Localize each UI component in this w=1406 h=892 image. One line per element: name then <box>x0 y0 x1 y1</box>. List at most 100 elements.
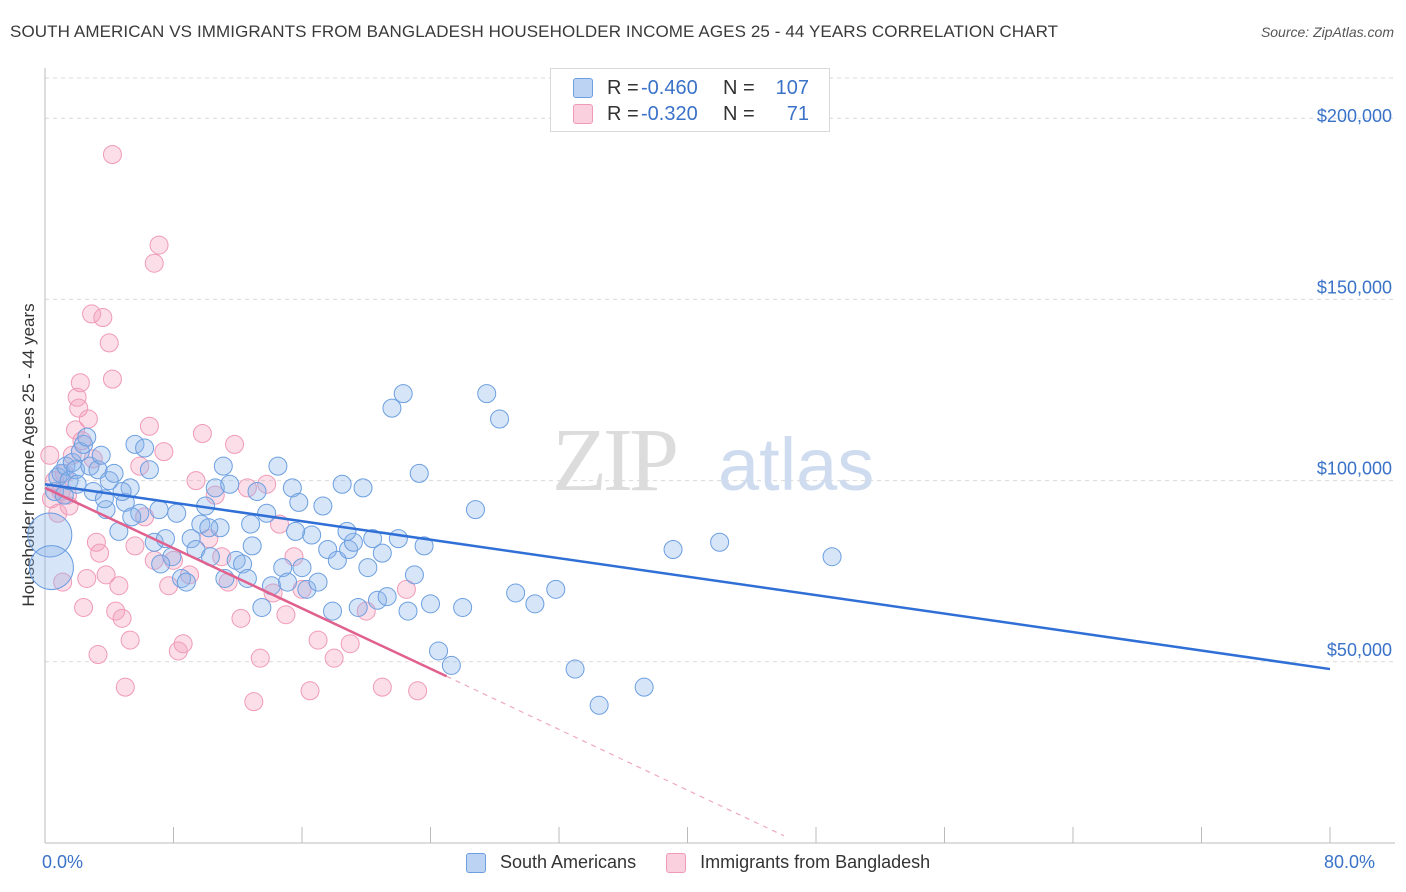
bangladesh-point <box>82 304 102 324</box>
south-american-point <box>91 445 111 465</box>
bangladesh-point <box>340 634 360 654</box>
south-american-point <box>337 521 357 541</box>
south-american-point <box>710 532 730 552</box>
legend-swatch-blue <box>466 852 486 873</box>
south-american-point <box>252 597 272 617</box>
south-american-point <box>308 572 328 592</box>
south-american-point <box>241 514 261 534</box>
bangladesh-point <box>99 333 119 353</box>
legend-item-bangladesh[interactable]: Immigrants from Bangladesh <box>666 852 930 873</box>
y-tick-label: $150,000 <box>1317 277 1392 297</box>
south-american-point <box>181 529 201 549</box>
south-american-point <box>313 496 333 516</box>
south-american-point <box>414 536 434 556</box>
legend-n-value: 71 <box>786 102 809 125</box>
bangladesh-point <box>40 445 60 465</box>
legend-swatch-pink <box>573 104 593 124</box>
south-american-point <box>343 532 363 552</box>
south-american-point <box>151 554 171 574</box>
bangladesh-point <box>96 565 116 585</box>
south-american-point <box>388 529 408 549</box>
bangladesh-point <box>106 601 126 621</box>
bangladesh-point <box>125 536 145 556</box>
south-american-point <box>104 463 124 483</box>
bangladesh-point <box>250 648 270 668</box>
bangladesh-point <box>86 532 106 552</box>
bangladesh-point <box>372 677 392 697</box>
legend-row-south-american: R = -0.460 N = 107 <box>573 77 809 99</box>
south-american-point <box>367 590 387 610</box>
bangladesh-point <box>88 645 108 665</box>
south-american-point <box>565 659 585 679</box>
bangladesh-point <box>154 442 174 462</box>
south-american-point <box>353 478 373 498</box>
source-label: Source: ZipAtlas.com <box>1260 24 1394 40</box>
legend-n-label: N = <box>723 76 755 99</box>
south-american-point <box>278 572 298 592</box>
south-american-point <box>112 481 132 501</box>
x-tick-min: 0.0% <box>42 852 84 872</box>
bangladesh-point <box>186 471 206 491</box>
south-american-point <box>199 518 219 538</box>
bangladesh-point <box>66 420 86 440</box>
south-american-point <box>348 597 368 617</box>
watermark-zip: ZIP <box>552 411 676 510</box>
south-american-point <box>125 434 145 454</box>
bangladesh-point <box>144 253 164 273</box>
south-american-point <box>286 521 306 541</box>
south-american-point <box>282 478 302 498</box>
south-american-point <box>358 558 378 578</box>
bangladesh-point <box>276 605 296 625</box>
south-american-point <box>66 460 86 480</box>
south-american-point <box>268 456 288 476</box>
bangladesh-point <box>102 144 122 164</box>
legend-n-label: N = <box>723 102 755 125</box>
south-american-point <box>589 695 609 715</box>
legend-n-value: 107 <box>775 76 809 99</box>
bangladesh-point <box>77 568 97 588</box>
south-american-point <box>210 518 230 538</box>
south-american-point <box>292 558 312 578</box>
south-american-point <box>149 500 169 520</box>
bangladesh-point <box>244 692 264 712</box>
south-american-point <box>465 500 485 520</box>
south-american-point <box>139 460 159 480</box>
bangladesh-point <box>324 648 344 668</box>
legend-swatch-blue <box>573 78 593 98</box>
south-american-point <box>377 587 397 607</box>
watermark: ZIP atlas <box>552 411 874 510</box>
y-tick-label: $50,000 <box>1327 640 1392 660</box>
bangladesh-point <box>70 373 90 393</box>
south-american-point <box>404 565 424 585</box>
south-american-point <box>393 384 413 404</box>
south-american-point <box>332 474 352 494</box>
legend-row-bangladesh: R = -0.320 N = 71 <box>573 103 809 125</box>
bangladesh-point <box>74 597 94 617</box>
legend-r-value: -0.320 <box>641 102 698 125</box>
bangladesh-point <box>102 369 122 389</box>
bangladesh-point <box>112 608 132 628</box>
legend-item-south-americans[interactable]: South Americans <box>466 852 636 873</box>
bangladesh-trend-line <box>44 486 448 678</box>
legend-label: South Americans <box>500 852 637 872</box>
south-american-point <box>453 597 473 617</box>
y-tick-labels: $50,000 $100,000 $150,000 $200,000 <box>1317 106 1392 660</box>
south-american-point <box>398 601 418 621</box>
south-american-point <box>257 503 277 523</box>
south-american-point <box>663 539 683 559</box>
south-american-point <box>302 525 322 545</box>
bangladesh-point <box>205 485 225 505</box>
south-american-point <box>205 478 225 498</box>
south-american-point <box>226 550 246 570</box>
legend-label: Immigrants from Bangladesh <box>700 852 931 872</box>
y-tick-label: $200,000 <box>1317 106 1392 126</box>
south-american-point <box>27 512 73 558</box>
south-american-point <box>490 409 510 429</box>
south-american-point <box>363 529 383 549</box>
south-american-point <box>247 481 267 501</box>
watermark-atlas: atlas <box>718 423 874 506</box>
bangladesh-point <box>257 474 277 494</box>
bangladesh-point <box>78 409 98 429</box>
chart-title: SOUTH AMERICAN VS IMMIGRANTS FROM BANGLA… <box>10 22 1059 41</box>
